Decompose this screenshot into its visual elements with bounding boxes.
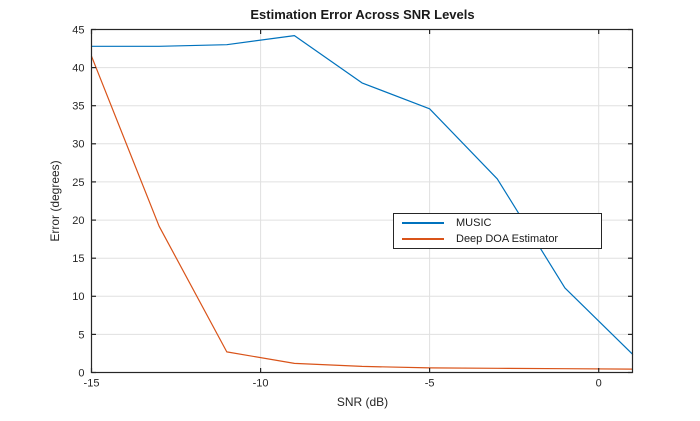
x-tick-label: 0 [596,378,602,390]
y-tick-label: 35 [72,101,84,113]
legend-item-music: MUSIC [394,215,601,231]
x-axis-label: SNR (dB) [336,395,389,409]
legend-line-sample-music [402,221,444,224]
series-line-deep-doa-estimator [90,55,634,370]
legend-label: MUSIC [456,216,492,229]
plot-border [90,28,634,374]
y-tick-label: 5 [78,329,84,341]
y-tick-label: 0 [78,367,84,379]
x-tick-label: -10 [253,378,269,390]
y-tick-label: 45 [72,24,84,36]
legend-label: Deep DOA Estimator [456,233,559,246]
y-axis-label: Error (degrees) [48,160,62,242]
x-tick-label: -15 [84,378,100,390]
y-tick-label: 25 [72,177,84,189]
y-tick-label: 15 [72,253,84,265]
y-tick-label: 20 [72,215,84,227]
legend-line-sample-deep-doa-estimator [402,238,444,241]
y-tick-label: 10 [72,291,84,303]
chart-title: Estimation Error Across SNR Levels [250,7,475,22]
series-line-music [90,34,634,355]
y-tick-label: 40 [72,62,84,74]
legend: MUSIC Deep DOA Estimator [393,213,602,249]
legend-item-deep-doa-estimator: Deep DOA Estimator [394,231,601,247]
x-tick-label: -5 [425,378,435,390]
y-tick-label: 30 [72,139,84,151]
